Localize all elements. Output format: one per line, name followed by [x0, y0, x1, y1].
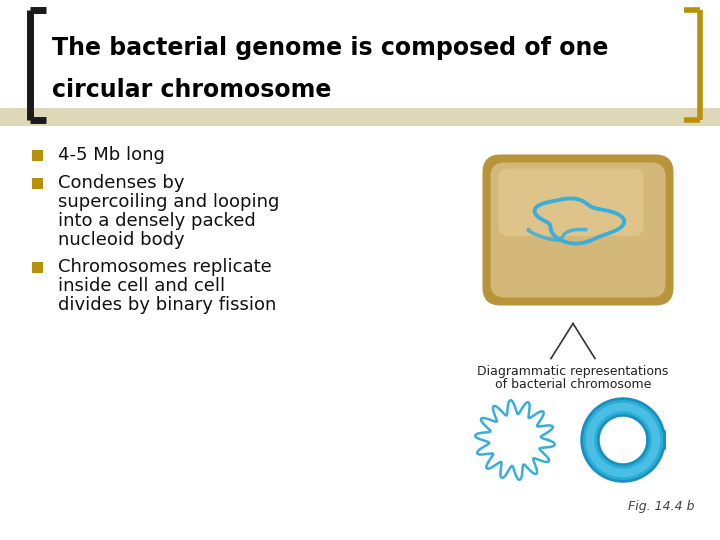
Text: Chromosomes replicate: Chromosomes replicate [58, 258, 271, 276]
FancyBboxPatch shape [32, 150, 43, 160]
Text: Diagrammatic representations: Diagrammatic representations [477, 364, 669, 377]
FancyBboxPatch shape [490, 163, 665, 298]
Text: inside cell and cell: inside cell and cell [58, 277, 225, 295]
Text: of bacterial chromosome: of bacterial chromosome [495, 379, 651, 392]
Text: circular chromosome: circular chromosome [52, 78, 331, 102]
FancyBboxPatch shape [32, 261, 43, 273]
Text: into a densely packed: into a densely packed [58, 212, 256, 230]
Text: Condenses by: Condenses by [58, 174, 184, 192]
Text: nucleoid body: nucleoid body [58, 231, 184, 249]
Text: The bacterial genome is composed of one: The bacterial genome is composed of one [52, 36, 608, 60]
FancyBboxPatch shape [0, 108, 720, 126]
FancyBboxPatch shape [498, 168, 644, 236]
Text: 4-5 Mb long: 4-5 Mb long [58, 146, 165, 164]
Text: supercoiling and looping: supercoiling and looping [58, 193, 279, 211]
Text: divides by binary fission: divides by binary fission [58, 296, 276, 314]
FancyBboxPatch shape [482, 154, 673, 306]
FancyBboxPatch shape [32, 178, 43, 188]
Text: Fig. 14.4 b: Fig. 14.4 b [629, 500, 695, 513]
